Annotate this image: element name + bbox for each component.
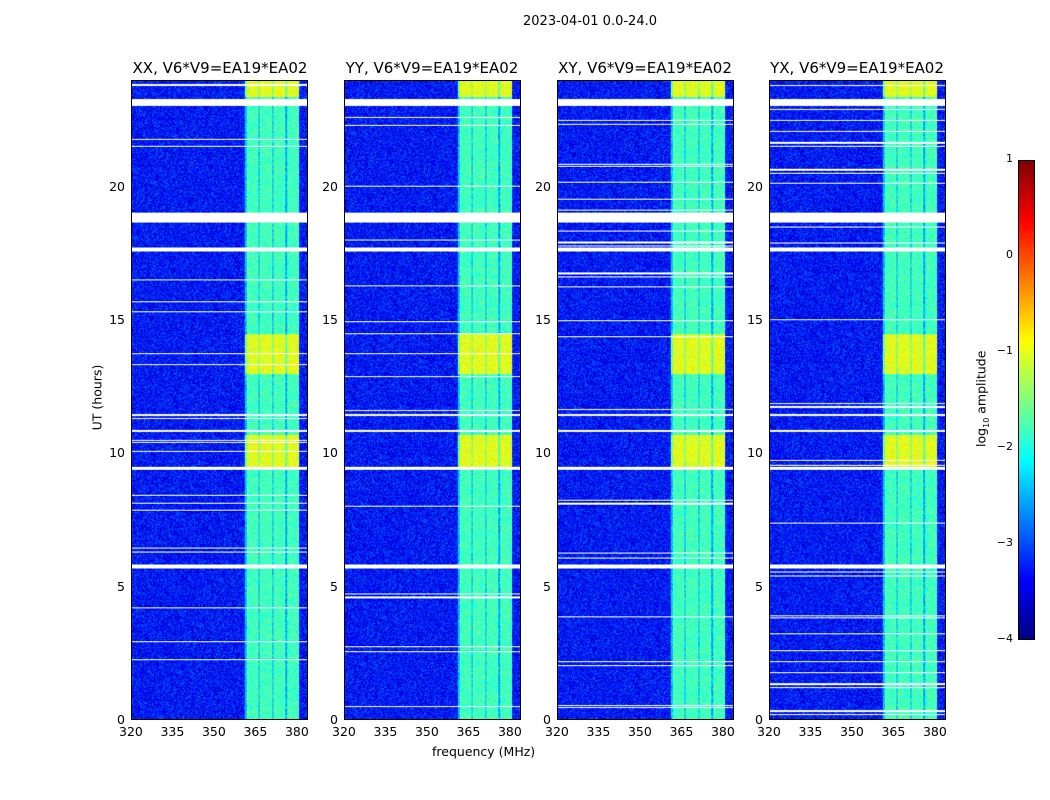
x-tick-label: 335 [798,724,823,739]
colorbar-label-rest: amplitude [973,350,989,418]
y-axis-label: UT (hours) [89,364,105,431]
y-tick-label: 15 [535,312,551,327]
y-tick-label: 0 [330,712,338,727]
x-tick-label: 380 [497,724,522,739]
y-tick-label: 0 [755,712,763,727]
x-tick-label: 380 [284,724,309,739]
colorbar [1018,160,1035,640]
figure-title: 2023-04-01 0.0-24.0 [523,14,657,29]
x-tick-label: 320 [545,724,569,739]
heatmap-yx [769,80,946,720]
heatmap-xx [131,80,308,720]
heatmap-xy [557,80,734,720]
x-tick-label: 350 [839,724,864,739]
y-tick-label: 15 [109,312,125,327]
y-tick-label: 20 [109,178,125,194]
colorbar-label: log10 amplitude [973,349,991,449]
x-tick-label: 365 [243,724,268,739]
x-tick-label: 335 [160,724,185,739]
panel-title-xy: XY, V6*V9=EA19*EA02 [558,59,732,77]
y-tick-label: 20 [535,178,551,194]
colorbar-label-sub: 10 [981,417,991,428]
y-tick-label: 15 [322,312,338,327]
colorbar-tick-label: 1 [1006,152,1013,165]
panel-title-yy: YY, V6*V9=EA19*EA02 [345,59,519,77]
x-tick-label: 335 [373,724,398,739]
x-tick-label: 380 [710,724,735,739]
x-tick-label: 380 [922,724,947,739]
colorbar-tick-label: −4 [996,632,1013,645]
heatmap-yy [344,80,521,720]
y-tick-label: 5 [117,578,125,594]
x-tick-label: 350 [201,724,226,739]
colorbar-tick-label: −3 [996,536,1013,549]
y-tick-label: 10 [747,445,763,461]
y-tick-label: 20 [322,178,338,194]
y-tick-label: 5 [330,578,338,594]
y-tick-label: 15 [747,312,763,327]
x-tick-label: 365 [669,724,694,739]
x-tick-label: 350 [627,724,652,739]
colorbar-tick-label: −1 [996,344,1013,357]
y-tick-label: 5 [755,578,763,594]
panel-title-yx: YX, V6*V9=EA19*EA02 [770,59,944,77]
y-tick-label: 10 [535,445,551,461]
x-tick-label: 350 [414,724,439,739]
x-tick-label: 365 [456,724,481,739]
colorbar-tick-label: 0 [1006,248,1013,261]
colorbar-tick-label: −2 [996,440,1013,453]
x-tick-label: 320 [119,724,143,739]
panel-title-xx: XX, V6*V9=EA19*EA02 [132,59,308,77]
x-tick-label: 365 [881,724,906,739]
x-tick-label: 335 [586,724,611,739]
y-tick-label: 10 [322,445,338,461]
y-tick-label: 20 [747,178,763,194]
x-axis-label: frequency (MHz) [432,744,536,759]
y-tick-label: 0 [543,712,551,727]
y-tick-label: 10 [109,445,125,461]
y-tick-label: 0 [117,712,125,727]
x-tick-label: 320 [757,724,781,739]
x-tick-label: 320 [332,724,356,739]
y-tick-label: 5 [543,578,551,594]
